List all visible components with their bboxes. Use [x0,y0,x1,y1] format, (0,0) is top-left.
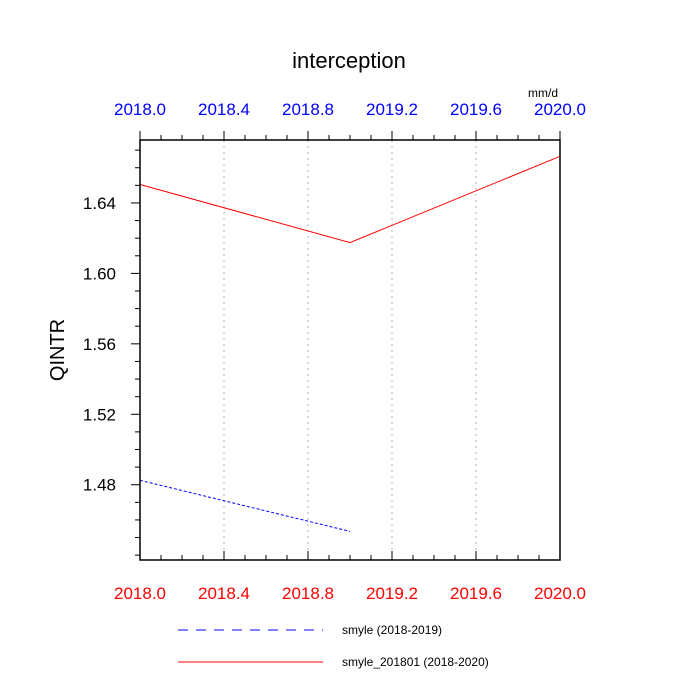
x-tick-label-top: 2020.0 [534,100,586,119]
x-tick-label-top: 2018.4 [198,100,250,119]
plot-frame [139,139,561,561]
x-tick-label-bottom: 2020.0 [534,584,586,603]
tick-labels: 2018.0 2018.0 2018.4 2018.4 2018.8 2018.8 2019… [83,100,586,603]
x-tick-label-bottom: 2019.6 [450,584,502,603]
legend-label-1: smyle (2018-2019) [342,623,442,637]
legend: smyle (2018-2019) smyle_201801 (2018-2020… [178,623,489,669]
y-tick-label: 1.48 [83,476,116,495]
y-tick-label: 1.64 [83,194,116,213]
x-tick-label-bottom: 2018.8 [282,584,334,603]
y-tick-label: 1.52 [83,405,116,424]
ticks [131,131,561,560]
units-label: mm/d [528,86,558,100]
legend-label-2: smyle_201801 (2018-2020) [342,655,489,669]
x-tick-label-top: 2019.2 [366,100,418,119]
x-tick-label-bottom: 2018.0 [114,584,166,603]
series-line-2 [139,155,561,244]
x-tick-label-top: 2019.6 [450,100,502,119]
x-tick-label-top: 2018.8 [282,100,334,119]
series-group [139,155,561,532]
x-tick-label-top: 2018.0 [114,100,166,119]
chart-title: interception [292,48,406,73]
x-tick-label-bottom: 2019.2 [366,584,418,603]
y-tick-label: 1.56 [83,335,116,354]
grid [223,140,477,560]
series-line-1 [139,479,351,532]
y-tick-label: 1.60 [83,264,116,283]
x-tick-label-bottom: 2018.4 [198,584,250,603]
y-axis-label: QINTR [47,319,69,381]
